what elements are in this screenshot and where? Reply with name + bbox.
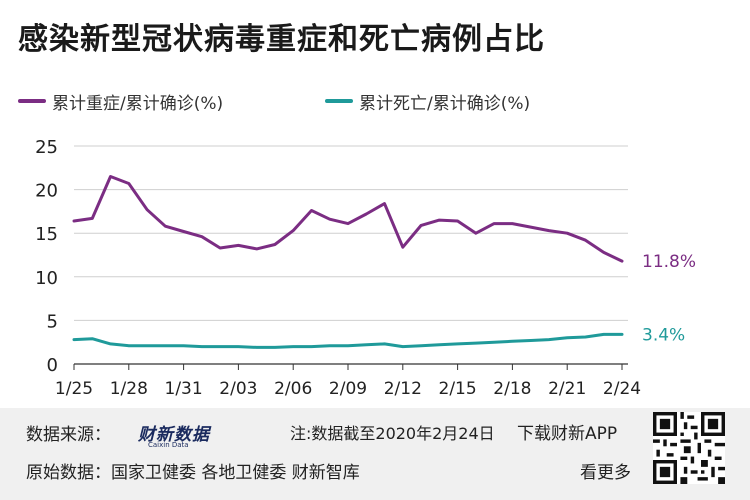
legend-death-label: 累计死亡/累计确诊(%) — [359, 93, 531, 114]
line-chart: 0 5 10 15 20 25 1/25 1/28 1/31 2/03 2/06 2/09 2/12 2… — [35, 137, 696, 399]
series-death-end-label: 3.4% — [642, 325, 685, 345]
x-tick-label: 1/25 — [55, 379, 93, 399]
chart-title: 感染新型冠状病毒重症和死亡病例占比 — [18, 22, 545, 57]
series-severe-end-label: 11.8% — [642, 252, 696, 272]
x-tick-label: 2/06 — [274, 379, 312, 399]
date-note: 注:数据截至2020年2月24日 — [290, 424, 495, 443]
y-tick-labels: 0 5 10 15 20 25 — [35, 137, 58, 376]
x-tick-label: 2/24 — [603, 379, 641, 399]
series-severe-line — [72, 175, 624, 263]
y-tick-label: 0 — [47, 355, 58, 376]
see-more-link[interactable]: 看更多 — [580, 463, 631, 483]
y-tick-label: 15 — [35, 224, 58, 245]
x-tick-label: 1/28 — [110, 379, 148, 399]
x-tick-label: 2/09 — [329, 379, 367, 399]
legend-severe-swatch — [18, 99, 46, 103]
brand-sub: Caixin Data — [148, 441, 189, 449]
y-tick-label: 20 — [35, 181, 58, 202]
source-label: 数据来源： — [26, 425, 111, 445]
qr-code-image[interactable] — [653, 412, 725, 484]
download-app-link[interactable]: 下载财新APP — [517, 424, 618, 444]
x-tick-label: 2/18 — [493, 379, 531, 399]
y-tick-label: 10 — [35, 268, 58, 289]
legend-severe: 累计重症/累计确诊(%) — [18, 90, 224, 114]
x-tick-label: 1/31 — [165, 379, 203, 399]
series-death-line — [72, 332, 624, 349]
legend-severe-label: 累计重症/累计确诊(%) — [52, 93, 224, 114]
brand-logo: 财新数据 — [138, 425, 210, 445]
x-tick-labels: 1/25 1/28 1/31 2/03 2/06 2/09 2/12 2/15 2/18 2/21… — [55, 364, 641, 399]
x-tick-label: 2/21 — [548, 379, 586, 399]
series-lines — [72, 175, 624, 349]
x-tick-label: 2/15 — [439, 379, 477, 399]
end-labels: 11.8% 3.4% — [642, 252, 696, 345]
origin-data: 原始数据：国家卫健委 各地卫健委 财新智库 — [26, 463, 360, 483]
footer: 数据来源： 财新数据 Caixin Data 注:数据截至2020年2月24日 … — [0, 408, 750, 500]
legend-death: 累计死亡/累计确诊(%) — [325, 90, 531, 114]
x-tick-label: 2/12 — [384, 379, 422, 399]
legend-death-swatch — [325, 99, 353, 103]
y-tick-label: 25 — [35, 137, 58, 158]
y-tick-label: 5 — [47, 311, 58, 332]
grid — [74, 145, 628, 365]
x-tick-label: 2/03 — [219, 379, 257, 399]
